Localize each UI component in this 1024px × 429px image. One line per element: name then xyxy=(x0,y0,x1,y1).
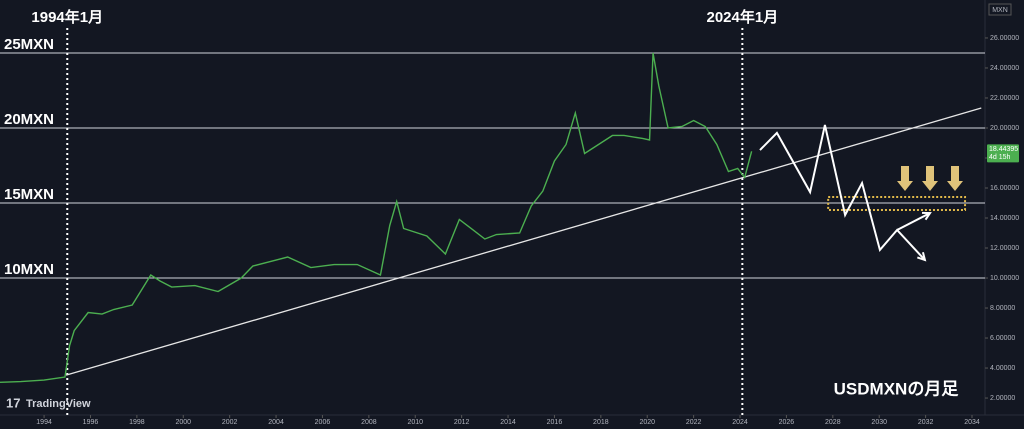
x-tick-label: 2022 xyxy=(686,419,702,426)
x-tick-label: 2004 xyxy=(268,419,284,426)
down-arrows xyxy=(897,166,963,191)
x-tick-label: 2016 xyxy=(547,419,563,426)
x-tick-label: 2000 xyxy=(175,419,191,426)
y-tick-label: 2.00000 xyxy=(990,395,1015,402)
date-label: 2024年1月 xyxy=(706,8,778,26)
price-line xyxy=(0,52,753,383)
arrow xyxy=(897,166,913,191)
x-tick-label: 2014 xyxy=(500,419,516,426)
level-label: 15MXN xyxy=(4,186,54,203)
x-tick-label: 2024 xyxy=(732,419,748,426)
level-label: 10MXN xyxy=(4,261,54,278)
arrow-head xyxy=(921,211,932,221)
x-tick-label: 2010 xyxy=(407,419,423,426)
level-label: 20MXN xyxy=(4,111,54,128)
x-tick-label: 2012 xyxy=(454,419,470,426)
x-tick-label: 2034 xyxy=(964,419,980,426)
countdown: 4d 15h xyxy=(989,154,1011,161)
target-zone xyxy=(827,195,967,212)
x-tick-label: 2002 xyxy=(222,419,238,426)
logo: 17 TradingView xyxy=(6,395,91,410)
y-tick-label: 10.00000 xyxy=(990,275,1019,282)
price-tag xyxy=(987,144,1019,163)
logo-mark: 17 xyxy=(6,395,20,410)
y-tick-label: 24.00000 xyxy=(990,65,1019,72)
y-tick-label: 26.00000 xyxy=(990,35,1019,42)
brand: TradingView xyxy=(26,398,91,410)
x-tick-label: 2032 xyxy=(918,419,934,426)
arrow xyxy=(922,166,938,191)
x-tick-label: 2020 xyxy=(639,419,655,426)
y-tick-label: 12.00000 xyxy=(990,245,1019,252)
x-tick-label: 2026 xyxy=(779,419,795,426)
forecast-branch xyxy=(896,212,931,231)
price-tag-label: 18.44395 xyxy=(989,146,1018,153)
x-tick-label: 2006 xyxy=(315,419,331,426)
arrow xyxy=(947,166,963,191)
x-tick-label: 2008 xyxy=(361,419,377,426)
y-tick-label: 16.00000 xyxy=(990,185,1019,192)
x-tick-label: 1994 xyxy=(36,419,52,426)
arrow-head xyxy=(917,252,927,262)
y-tick-label: 8.00000 xyxy=(990,305,1015,312)
date-label: 1994年1月 xyxy=(31,8,103,26)
caption: USDMXNの月足 xyxy=(834,379,959,398)
y-tick-label: 6.00000 xyxy=(990,335,1015,342)
y-tick-label: 22.00000 xyxy=(990,95,1019,102)
level-label: 25MXN xyxy=(4,36,54,53)
y-tick-label: 4.00000 xyxy=(990,365,1015,372)
trend-line xyxy=(65,107,982,376)
x-tick-label: 1996 xyxy=(83,419,99,426)
axis-title-box xyxy=(988,3,1012,16)
x-tick-label: 2030 xyxy=(871,419,887,426)
y-tick-label: 14.00000 xyxy=(990,215,1019,222)
axis-title: MXN xyxy=(992,7,1008,14)
x-tick-label: 2028 xyxy=(825,419,841,426)
x-tick-label: 1998 xyxy=(129,419,145,426)
forecast-path xyxy=(759,124,926,261)
x-tick-label: 2018 xyxy=(593,419,609,426)
y-tick-label: 20.00000 xyxy=(990,125,1019,132)
